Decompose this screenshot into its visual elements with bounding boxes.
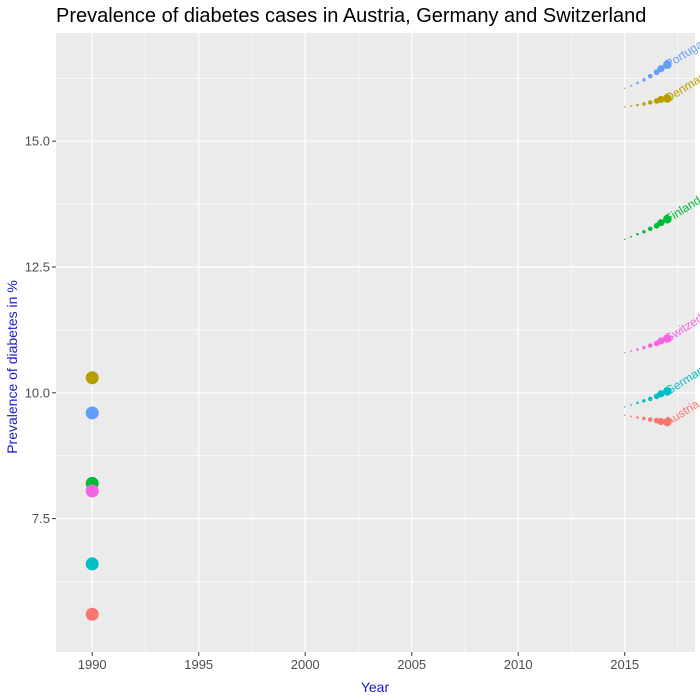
trend-point-germany [648,396,653,402]
trend-point-denmark [648,100,653,105]
start-point-portugal [85,406,99,420]
start-point-austria [85,607,99,621]
trend-point-switzerland [648,343,653,348]
x-tick-label: 2015 [610,657,639,672]
start-point-switzerland [85,484,99,498]
trend-point-switzerland [642,345,646,350]
trend-point-austria [636,416,639,419]
trend-point-finland [624,238,626,241]
trend-point-denmark [663,94,672,103]
trend-point-austria [624,414,626,417]
chart-title: Prevalence of diabetes cases in Austria,… [56,5,646,27]
trend-point-germany [657,390,665,398]
x-tick-label: 2010 [504,657,533,672]
x-tick-label: 2005 [397,657,426,672]
trend-point-portugal [657,65,665,73]
trend-point-portugal [636,81,639,85]
y-axis-ticks: 7.5 10.0 12.5 15.0 [25,134,56,526]
trend-point-austria [630,415,632,418]
x-tick-label: 1995 [184,657,213,672]
x-axis-title: Year [361,679,390,695]
trend-point-germany [630,404,632,406]
start-point-germany [85,557,99,571]
trend-point-denmark [642,102,646,106]
trend-point-germany [663,387,672,396]
trend-point-austria [648,417,653,422]
trend-point-finland [642,230,646,234]
start-point-denmark [85,371,99,385]
trend-point-portugal [642,78,646,82]
trend-point-denmark [630,105,632,107]
y-tick-label: 12.5 [25,260,50,275]
trend-point-switzerland [636,348,639,351]
trend-point-finland [663,214,672,224]
trend-point-germany [642,399,646,403]
trend-point-denmark [657,95,665,103]
trend-point-austria [642,416,646,421]
trend-point-denmark [636,103,639,107]
trend-point-austria [663,417,672,427]
grid-lines [56,33,695,652]
y-tick-label: 15.0 [25,134,50,149]
trend-point-finland [657,219,665,227]
trend-point-finland [636,233,639,236]
trend-point-portugal [663,60,672,70]
trend-point-portugal [630,84,632,87]
x-tick-label: 2000 [291,657,320,672]
y-tick-label: 7.5 [32,511,50,526]
x-axis-ticks: 1990 1995 2000 2005 2010 2015 [78,652,639,672]
trend-point-switzerland [657,337,665,345]
trend-point-switzerland [663,334,672,343]
trend-point-portugal [624,87,626,90]
trend-point-finland [630,235,632,238]
y-tick-label: 10.0 [25,385,50,400]
y-axis-title: Prevalence of diabetes in % [4,280,20,454]
x-tick-label: 1990 [78,657,107,672]
trend-point-switzerland [624,351,626,354]
trend-point-germany [636,401,639,405]
trend-point-switzerland [630,350,632,352]
trend-point-finland [648,226,653,232]
trend-point-austria [657,417,665,426]
trend-point-denmark [624,106,626,108]
trend-point-portugal [648,74,653,79]
plot-panel [56,33,695,652]
trend-point-germany [624,406,626,408]
